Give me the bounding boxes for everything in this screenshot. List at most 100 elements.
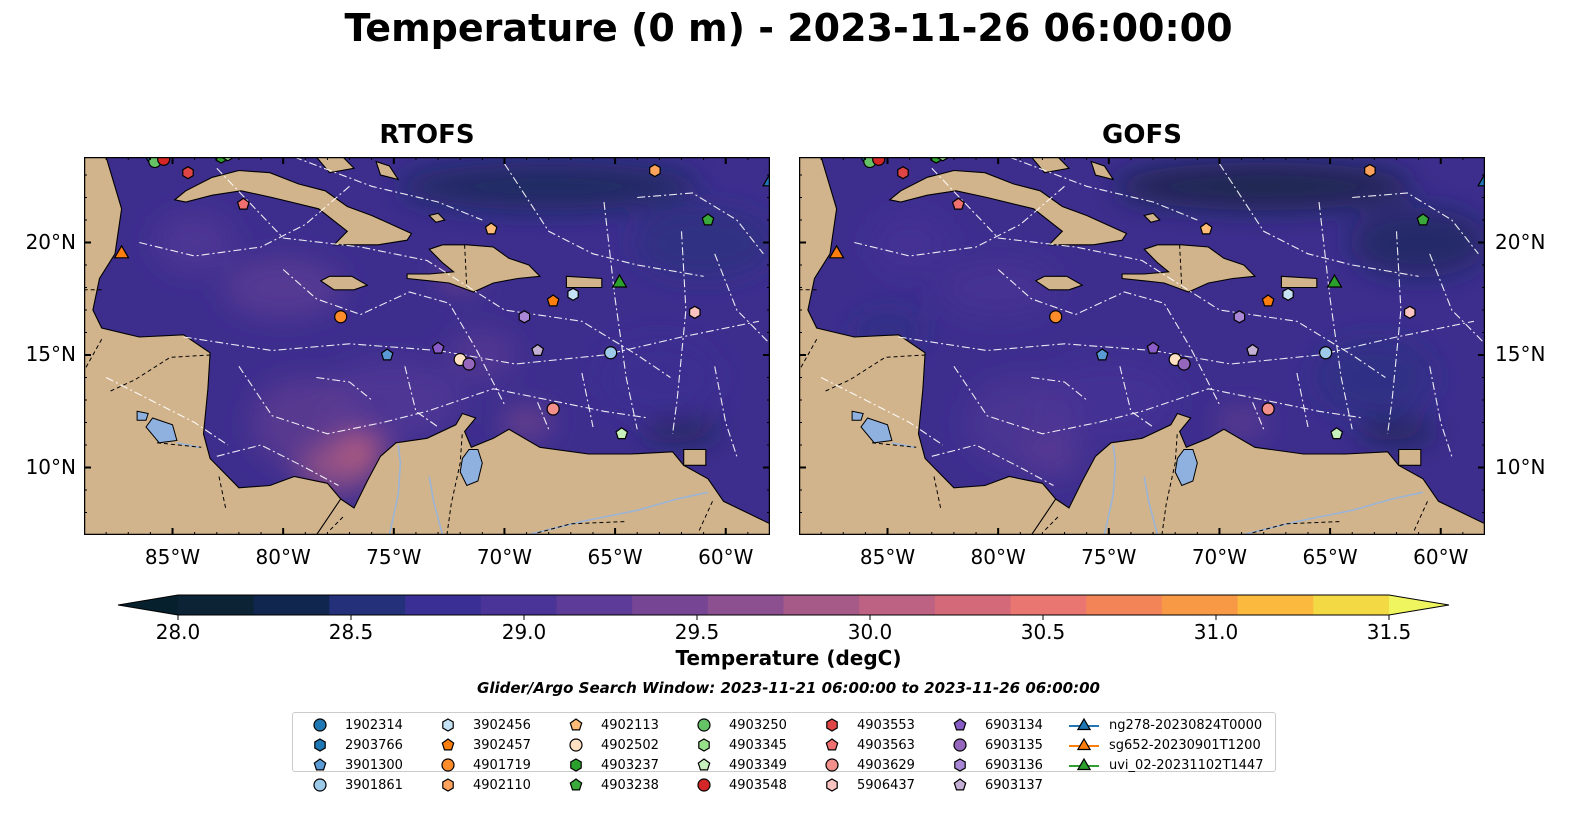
argo-float-3902457 bbox=[1261, 294, 1275, 307]
eez-boundary bbox=[1429, 253, 1485, 345]
legend-label: 6903134 bbox=[985, 717, 1043, 733]
legend-label: 6903136 bbox=[985, 757, 1043, 773]
legend-marker bbox=[826, 778, 838, 792]
eez-boundary bbox=[1119, 366, 1154, 428]
eez-boundary bbox=[603, 201, 638, 430]
lake-nicaragua bbox=[145, 417, 178, 444]
eez-boundary bbox=[316, 376, 373, 401]
colorbar-extend-low bbox=[118, 595, 178, 615]
eez-boundary bbox=[953, 365, 1364, 435]
colorbar-bin bbox=[859, 595, 936, 615]
legend-marker bbox=[569, 738, 583, 752]
eez-boundary bbox=[672, 231, 687, 434]
legend-marker bbox=[953, 718, 967, 731]
colorbar-bin bbox=[1086, 595, 1163, 615]
eez-boundary bbox=[294, 157, 483, 221]
legend-marker bbox=[1076, 737, 1092, 751]
land-bahamas3 bbox=[1143, 212, 1161, 223]
argo-float-4903629 bbox=[1261, 402, 1275, 416]
eez-boundary bbox=[238, 365, 649, 435]
legend-label: 4903238 bbox=[601, 777, 659, 793]
legend-item: sg652-20230901T1200 bbox=[1067, 736, 1261, 754]
glider-ng278-20230824T0000 bbox=[762, 172, 770, 187]
lat-tick-label-right: 10°N bbox=[1495, 454, 1546, 479]
eez-boundary bbox=[139, 185, 350, 257]
legend-marker bbox=[825, 758, 839, 772]
legend-marker bbox=[441, 738, 455, 751]
country-border bbox=[933, 476, 942, 509]
argo-float-4901719 bbox=[1049, 310, 1063, 324]
eez-boundary bbox=[404, 366, 439, 428]
country-border bbox=[871, 442, 917, 448]
argo-float-4901719 bbox=[334, 310, 348, 324]
legend-item: 6903137 bbox=[943, 776, 1043, 794]
eez-boundary bbox=[898, 320, 1475, 365]
country-border bbox=[446, 431, 463, 535]
lon-tick-label: 75°W bbox=[366, 545, 422, 569]
colorbar-bin bbox=[707, 595, 785, 615]
legend-label: 4903548 bbox=[729, 777, 787, 793]
argo-float-3901300 bbox=[380, 348, 394, 361]
legend-label: 4902110 bbox=[473, 777, 531, 793]
legend-marker bbox=[441, 758, 455, 772]
legend-item: 4903629 bbox=[815, 756, 915, 774]
map-panel-gofs[interactable] bbox=[799, 157, 1485, 535]
eez-boundary bbox=[1429, 366, 1453, 457]
map-panel-rtofs[interactable] bbox=[84, 157, 770, 535]
argo-float-4903553 bbox=[182, 166, 194, 180]
river bbox=[428, 476, 444, 535]
river bbox=[1103, 444, 1117, 535]
argo-float-4902113 bbox=[484, 222, 498, 235]
argo-float-4902113 bbox=[1199, 222, 1213, 235]
argo-float-6903135 bbox=[1177, 357, 1191, 371]
eez-boundary bbox=[1009, 157, 1198, 221]
legend-marker bbox=[697, 778, 711, 792]
legend-label: 4903563 bbox=[857, 737, 915, 753]
eez-boundary bbox=[282, 269, 505, 405]
legend-item: 6903134 bbox=[943, 716, 1043, 734]
country-border bbox=[1252, 521, 1342, 534]
legend-label: uvi_02-20231102T1447 bbox=[1109, 757, 1264, 773]
legend-label: 4903237 bbox=[601, 757, 659, 773]
lon-tick-label: 75°W bbox=[1081, 545, 1137, 569]
legend-label: 6903135 bbox=[985, 737, 1043, 753]
argo-float-4903238 bbox=[701, 213, 715, 226]
legend-item: 4903238 bbox=[559, 776, 659, 794]
map-frame bbox=[799, 157, 1485, 535]
lon-tick-label: 85°W bbox=[144, 545, 201, 569]
colorbar-bin bbox=[1237, 595, 1314, 615]
lon-tick-label: 70°W bbox=[1191, 545, 1248, 569]
country-border bbox=[1161, 431, 1178, 535]
land-puertoRico bbox=[1280, 275, 1318, 289]
legend-item: 4903250 bbox=[687, 716, 787, 734]
legend-label: 4902502 bbox=[601, 737, 659, 753]
legend-item: 4903237 bbox=[559, 756, 659, 774]
land-bahamas2 bbox=[375, 160, 400, 181]
country-border bbox=[84, 339, 103, 372]
colorbar-tick-label: 31.5 bbox=[1366, 620, 1412, 644]
country-border bbox=[799, 339, 818, 372]
land-cuba bbox=[173, 169, 413, 246]
lat-tick-label-left: 10°N bbox=[25, 454, 76, 479]
lat-tick-label-left: 20°N bbox=[25, 229, 76, 254]
colorbar-bin bbox=[480, 595, 558, 615]
eez-boundary bbox=[1252, 402, 1265, 430]
argo-float-6903135 bbox=[462, 357, 476, 371]
legend-marker bbox=[697, 718, 711, 732]
legend-label: 3902456 bbox=[473, 717, 531, 733]
lon-tick-label: 80°W bbox=[255, 545, 311, 569]
colorbar-bin bbox=[253, 595, 330, 615]
map-frame bbox=[84, 157, 770, 535]
colorbar-tick-label: 31.0 bbox=[1193, 620, 1239, 644]
lat-tick-label-left: 15°N bbox=[25, 342, 76, 366]
eez-boundary bbox=[997, 269, 1220, 405]
legend-marker bbox=[697, 758, 711, 771]
legend-marker bbox=[1076, 717, 1092, 731]
legend-item: uvi_02-20231102T1447 bbox=[1067, 756, 1263, 774]
colorbar-label: Temperature (degC) bbox=[675, 646, 902, 670]
legend-label: 4903250 bbox=[729, 717, 787, 733]
lon-tick-label: 85°W bbox=[859, 545, 916, 569]
colorbar-tick-label: 30.5 bbox=[1020, 620, 1066, 644]
legend-item: 3902457 bbox=[431, 736, 531, 754]
eez-boundary bbox=[931, 444, 1054, 486]
